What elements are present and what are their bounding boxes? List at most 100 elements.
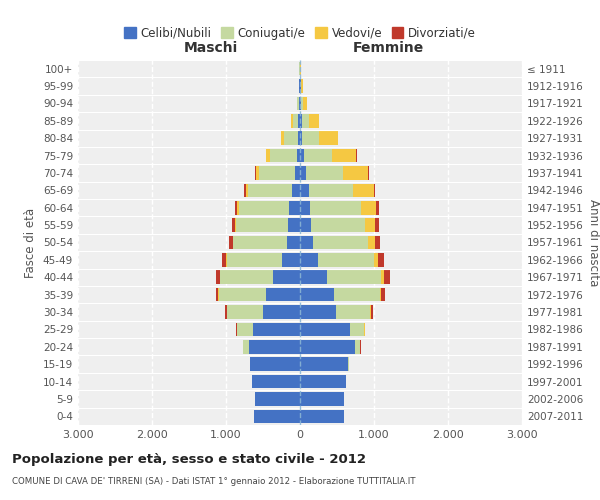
Bar [380,288,381,302]
Text: Maschi: Maschi [184,41,238,55]
Bar [300,305,336,319]
Bar [222,253,226,266]
Bar [301,80,303,93]
Text: Popolazione per età, sesso e stato civile - 2012: Popolazione per età, sesso e stato civil… [12,452,366,466]
Bar [254,410,300,423]
Bar [288,218,300,232]
Bar [368,236,375,250]
Bar [292,184,300,197]
Bar [245,184,248,197]
Bar [287,236,300,250]
Bar [355,340,361,353]
Bar [336,305,370,319]
Bar [301,96,303,110]
Bar [237,201,239,214]
Bar [300,149,304,162]
Bar [379,253,385,266]
Bar [375,236,380,250]
Bar [361,201,376,214]
Bar [368,166,369,180]
Bar [300,410,344,423]
Bar [263,305,300,319]
Bar [233,236,287,250]
Bar [313,236,368,250]
Bar [229,236,233,250]
Bar [227,305,263,319]
Bar [298,114,300,128]
Bar [300,184,308,197]
Bar [371,305,373,319]
Bar [298,132,300,145]
Bar [382,270,384,284]
Bar [300,270,326,284]
Bar [303,96,307,110]
Text: Femmine: Femmine [353,41,424,55]
Bar [252,375,300,388]
Bar [266,149,271,162]
Y-axis label: Fasce di età: Fasce di età [25,208,37,278]
Bar [306,166,343,180]
Bar [235,218,236,232]
Bar [300,340,355,353]
Bar [343,166,368,180]
Bar [255,392,300,406]
Bar [243,340,249,353]
Bar [266,288,300,302]
Bar [300,392,344,406]
Bar [300,218,311,232]
Bar [300,96,301,110]
Bar [249,340,300,353]
Bar [239,201,289,214]
Bar [248,184,292,197]
Bar [384,270,389,284]
Bar [216,288,218,302]
Bar [253,322,300,336]
Bar [271,149,297,162]
Bar [300,201,310,214]
Bar [220,270,274,284]
Bar [281,132,284,145]
Bar [300,253,318,266]
Bar [334,288,380,302]
Bar [291,114,293,128]
Bar [297,149,300,162]
Bar [300,132,302,145]
Bar [300,114,302,128]
Bar [289,201,300,214]
Bar [250,358,300,371]
Bar [375,218,379,232]
Bar [318,253,374,266]
Bar [235,201,237,214]
Bar [218,288,266,302]
Bar [295,166,300,180]
Bar [304,149,332,162]
Bar [298,96,299,110]
Bar [232,218,235,232]
Bar [310,201,361,214]
Bar [281,253,300,266]
Bar [237,322,253,336]
Bar [227,253,281,266]
Bar [244,184,245,197]
Bar [374,253,379,266]
Bar [259,166,295,180]
Y-axis label: Anni di nascita: Anni di nascita [587,199,600,286]
Bar [274,270,300,284]
Bar [381,288,385,302]
Bar [376,201,379,214]
Bar [353,184,374,197]
Bar [284,132,298,145]
Legend: Celibi/Nubili, Coniugati/e, Vedovi/e, Divorziati/e: Celibi/Nubili, Coniugati/e, Vedovi/e, Di… [119,22,481,44]
Bar [225,305,227,319]
Bar [308,114,319,128]
Bar [293,114,298,128]
Text: COMUNE DI CAVA DE' TIRRENI (SA) - Dati ISTAT 1° gennaio 2012 - Elaborazione TUTT: COMUNE DI CAVA DE' TIRRENI (SA) - Dati I… [12,478,415,486]
Bar [302,114,308,128]
Bar [300,288,334,302]
Bar [255,166,256,180]
Bar [300,375,346,388]
Bar [302,132,319,145]
Bar [300,322,350,336]
Bar [350,322,364,336]
Bar [217,270,220,284]
